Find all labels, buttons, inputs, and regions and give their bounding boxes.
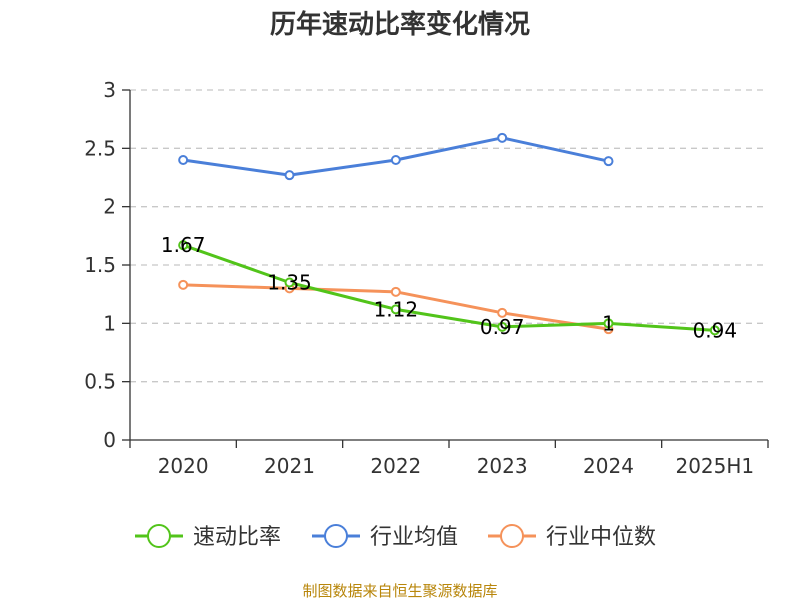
- data-point[interactable]: [497, 321, 508, 332]
- y-tick-label: 1.5: [84, 253, 116, 277]
- y-tick-label: 2.5: [84, 136, 116, 160]
- chart-title: 历年速动比率变化情况: [270, 9, 530, 40]
- x-tick-label: 2025H1: [675, 454, 754, 478]
- data-label: 1: [602, 311, 615, 335]
- legend-item-0[interactable]: 速动比率: [135, 524, 281, 550]
- data-point[interactable]: [284, 277, 295, 288]
- data-labels: 1.67 1.35 1.12 0.97 1 0.94: [161, 233, 737, 342]
- data-point[interactable]: [284, 170, 295, 181]
- legend-label: 速动比率: [193, 525, 281, 550]
- data-label: 0.94: [693, 318, 738, 342]
- data-point[interactable]: [178, 279, 189, 290]
- data-label: 0.97: [480, 315, 525, 339]
- legend-item-1[interactable]: 行业均值: [312, 524, 458, 550]
- grid: [130, 89, 768, 383]
- data-point[interactable]: [603, 156, 614, 167]
- data-point[interactable]: [497, 307, 508, 318]
- data-point[interactable]: [178, 155, 189, 165]
- x-tick-label: 2020: [158, 454, 209, 478]
- data-point[interactable]: [390, 155, 401, 165]
- y-tick-label: 2: [103, 195, 116, 219]
- y-tick-label: 3: [103, 78, 116, 102]
- legend-marker: [324, 524, 348, 548]
- source-note: 制图数据来自恒生聚源数据库: [302, 582, 497, 600]
- x-tick-label: 2024: [583, 454, 634, 478]
- legend-item-2[interactable]: 行业中位数: [488, 524, 656, 550]
- data-point[interactable]: [390, 304, 401, 315]
- data-label: 1.12: [374, 297, 419, 321]
- x-tick-label: 2023: [477, 454, 528, 478]
- legend-marker: [500, 524, 524, 548]
- series-layer: [178, 132, 720, 336]
- y-tick-label: 0: [103, 428, 116, 452]
- series-line-0: [182, 243, 715, 332]
- legend[interactable]: 速动比率 行业均值 行业中位数: [135, 524, 656, 550]
- x-tick-label: 2022: [370, 454, 421, 478]
- x-tick-label: 2021: [264, 454, 315, 478]
- legend-marker: [147, 524, 171, 548]
- y-tick-label: 1: [103, 311, 116, 335]
- data-point[interactable]: [603, 318, 614, 329]
- legend-label: 行业中位数: [546, 525, 656, 550]
- data-label: 1.35: [267, 271, 312, 295]
- data-point[interactable]: [178, 240, 189, 251]
- data-point[interactable]: [497, 132, 508, 143]
- data-point[interactable]: [709, 325, 720, 336]
- data-point[interactable]: [390, 286, 401, 297]
- axes: 0 0.5 1 1.5 2 2.5 3 2020 2021 2022 2023 2024 2025H1: [84, 78, 769, 478]
- y-tick-label: 0.5: [84, 370, 116, 394]
- data-label: 1.67: [161, 233, 206, 257]
- legend-label: 行业均值: [370, 525, 458, 550]
